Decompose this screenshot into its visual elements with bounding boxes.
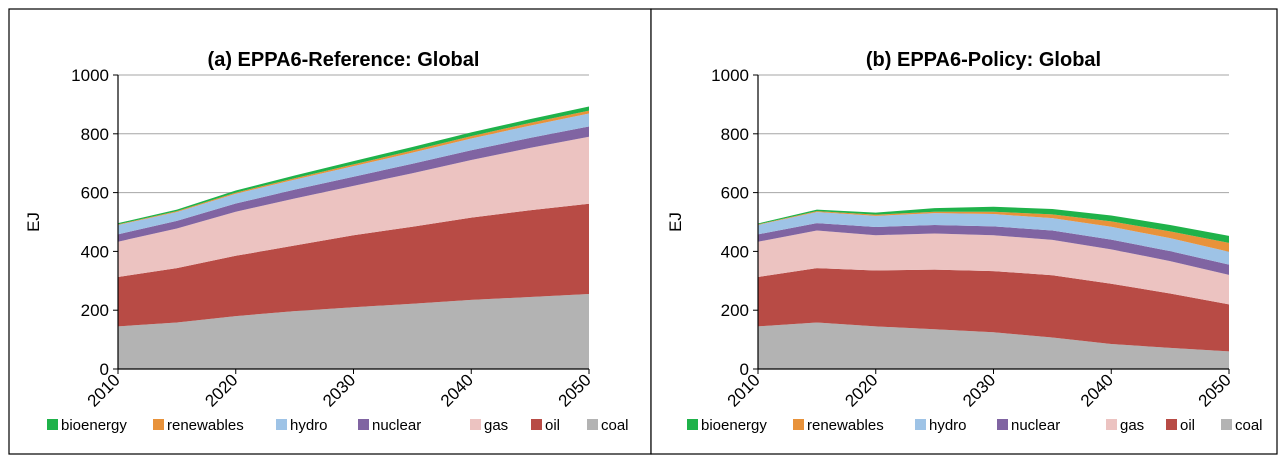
legend-label-nuclear: nuclear (1011, 417, 1060, 434)
area-bioenergy (118, 106, 589, 225)
y-tick-label: 400 (81, 242, 109, 261)
legend-swatch-nuclear (997, 419, 1008, 430)
y-tick-label: 1000 (711, 66, 749, 85)
y-tick-label: 400 (721, 242, 749, 261)
area-hydro (758, 212, 1229, 265)
area-gas (758, 230, 1229, 305)
y-tick-label: 600 (81, 184, 109, 203)
legend-label-renewables: renewables (167, 417, 244, 434)
y-axis-label: EJ (666, 212, 685, 232)
legend-swatch-bioenergy (47, 419, 58, 430)
legend-swatch-gas (1106, 419, 1117, 430)
chart-title: (a) EPPA6-Reference: Global (208, 49, 480, 71)
area-renewables (118, 110, 589, 225)
legend-label-bioenergy: bioenergy (701, 417, 767, 434)
y-tick-label: 0 (740, 360, 749, 379)
y-tick-label: 600 (721, 184, 749, 203)
area-oil (758, 268, 1229, 352)
legend-swatch-coal (1221, 419, 1232, 430)
legend-swatch-hydro (915, 419, 926, 430)
legend-label-hydro: hydro (290, 417, 328, 434)
y-tick-label: 800 (721, 125, 749, 144)
legend-label-oil: oil (545, 417, 560, 434)
area-nuclear (758, 223, 1229, 275)
legend-swatch-renewables (153, 419, 164, 430)
area-coal (758, 322, 1229, 369)
legend-swatch-hydro (276, 419, 287, 430)
legend-swatch-gas (470, 419, 481, 430)
legend-swatch-oil (531, 419, 542, 430)
area-hydro (118, 113, 589, 235)
y-tick-label: 1000 (71, 66, 109, 85)
legend-swatch-coal (587, 419, 598, 430)
legend-label-bioenergy: bioenergy (61, 417, 127, 434)
legend-label-coal: coal (601, 417, 629, 434)
legend-label-renewables: renewables (807, 417, 884, 434)
area-bioenergy (758, 206, 1229, 243)
legend-swatch-nuclear (358, 419, 369, 430)
area-coal (118, 294, 589, 369)
area-gas (118, 136, 589, 277)
chart-title: (b) EPPA6-Policy: Global (866, 49, 1101, 71)
legend-label-gas: gas (484, 417, 508, 434)
legend-label-oil: oil (1180, 417, 1195, 434)
y-tick-label: 0 (100, 360, 109, 379)
y-tick-label: 200 (721, 301, 749, 320)
legend-label-nuclear: nuclear (372, 417, 421, 434)
legend-label-coal: coal (1235, 417, 1263, 434)
y-tick-label: 800 (81, 125, 109, 144)
legend-swatch-bioenergy (687, 419, 698, 430)
y-tick-label: 200 (81, 301, 109, 320)
legend-swatch-renewables (793, 419, 804, 430)
legend-label-hydro: hydro (929, 417, 967, 434)
legend-label-gas: gas (1120, 417, 1144, 434)
y-axis-label: EJ (24, 212, 43, 232)
area-oil (118, 203, 589, 327)
legend-swatch-oil (1166, 419, 1177, 430)
area-nuclear (118, 126, 589, 242)
